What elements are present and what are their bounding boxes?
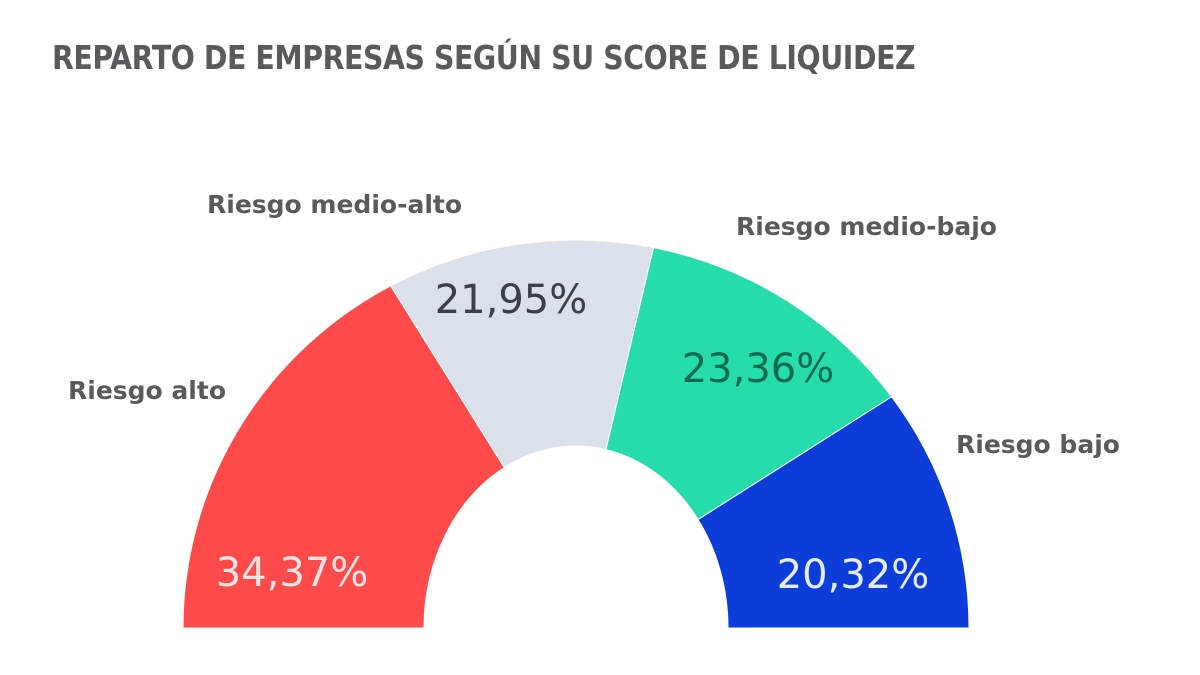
segment-riesgo-medio-alto [389, 239, 655, 469]
value-label-riesgo-bajo: 20,32% [777, 552, 930, 598]
segments [182, 239, 970, 629]
value-labels: 34,37% 21,95% 23,36% 20,32% [216, 277, 930, 598]
segment-riesgo-medio-bajo [605, 247, 893, 521]
category-labels: Riesgo alto Riesgo medio-alto Riesgo med… [68, 190, 1120, 459]
value-label-riesgo-alto: 34,37% [216, 550, 369, 596]
category-label-riesgo-medio-alto: Riesgo medio-alto [207, 190, 462, 219]
value-label-riesgo-medio-alto: 21,95% [435, 277, 588, 323]
category-label-riesgo-alto: Riesgo alto [68, 376, 226, 405]
category-label-riesgo-medio-bajo: Riesgo medio-bajo [736, 212, 997, 241]
segment-riesgo-bajo [697, 396, 970, 629]
category-label-riesgo-bajo: Riesgo bajo [956, 430, 1120, 459]
segment-riesgo-alto [182, 285, 506, 629]
value-label-riesgo-medio-bajo: 23,36% [682, 346, 835, 392]
chart-title: REPARTO DE EMPRESAS SEGÚN SU SCORE DE LI… [52, 38, 916, 77]
